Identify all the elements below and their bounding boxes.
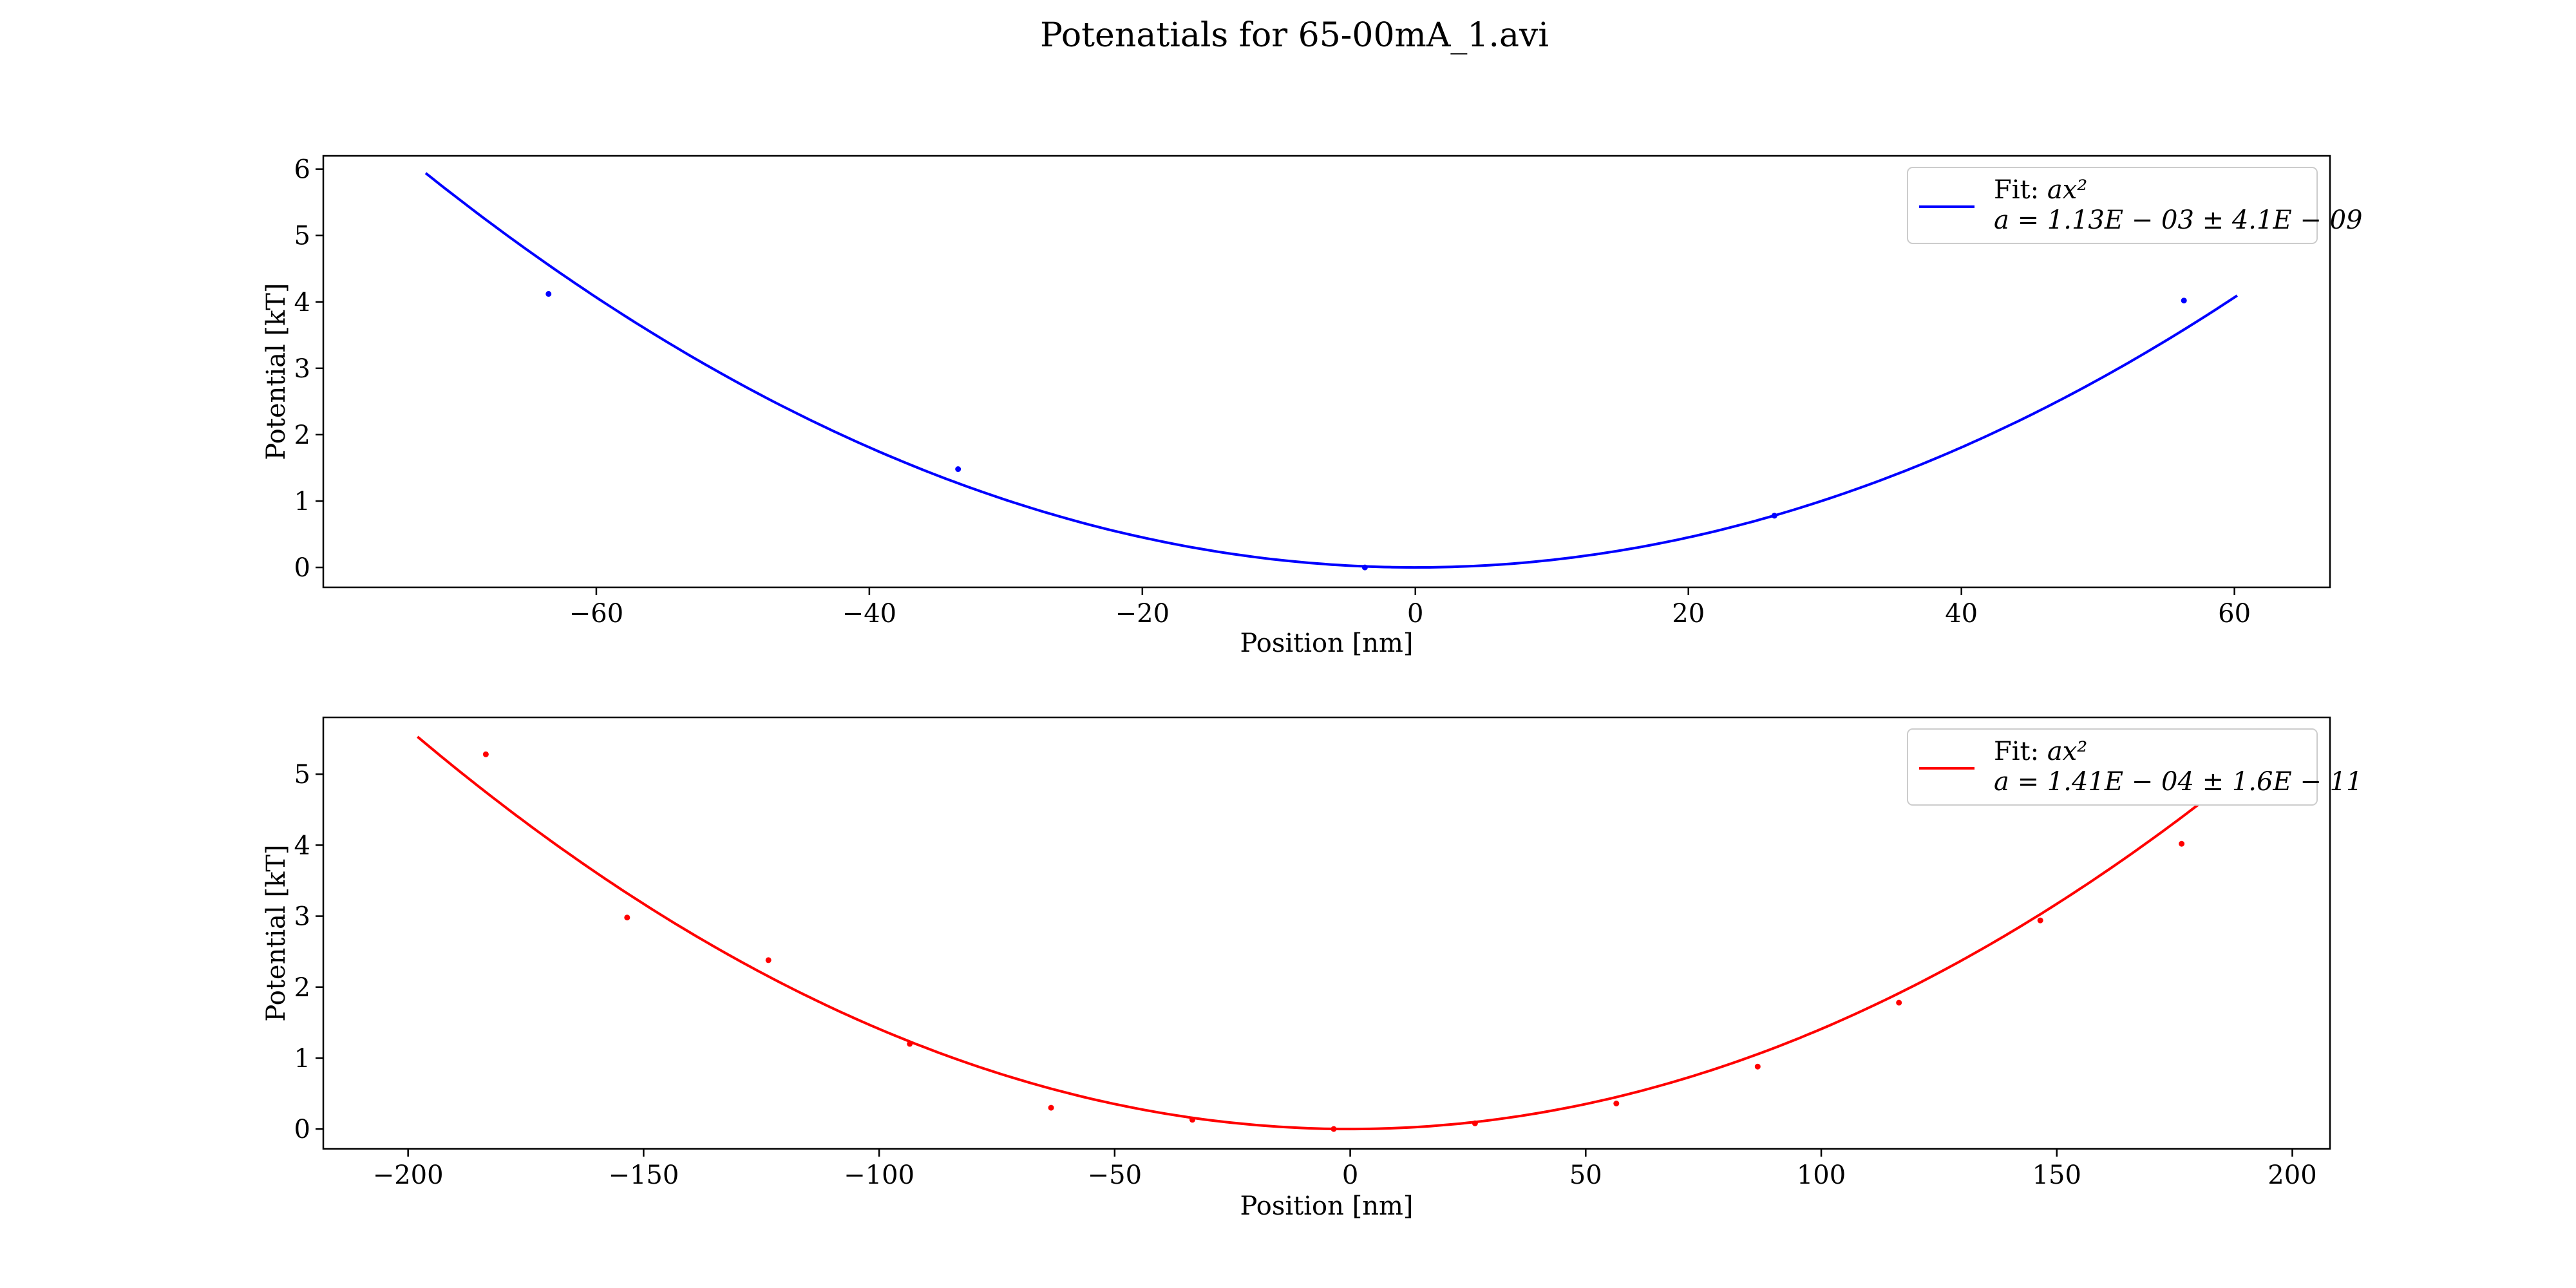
top-data-point (955, 466, 961, 472)
top-fit-curve (424, 172, 2238, 569)
bottom-data-point (1754, 1063, 1761, 1070)
top-legend-line1: Fit: ax² (1994, 175, 2087, 205)
top-data-point (1361, 564, 1368, 571)
bottom-y-tick-label: 0 (294, 1115, 310, 1144)
figure-title: Potenatials for 65-00mA_1.avi (1040, 16, 1549, 55)
bottom-y-axis-label: Potential [kT] (261, 844, 291, 1021)
top-y-tick-label: 2 (294, 421, 310, 450)
top-y-tick-label: 3 (294, 354, 310, 384)
bottom-data-point (482, 751, 489, 757)
bottom-marks (417, 735, 2232, 1132)
bottom-x-tick-label: −150 (608, 1160, 679, 1190)
top-legend-line2: a = 1.13E − 03 ± 4.1E − 09 (1994, 205, 2363, 235)
bottom-x-tick-label: 100 (1797, 1160, 1846, 1190)
bottom-x-tick-label: −200 (373, 1160, 444, 1190)
bottom-y-tick-label: 3 (294, 902, 310, 932)
top-legend-model: ax² (2047, 175, 2087, 205)
top-x-tick-label: 0 (1407, 599, 1423, 629)
bottom-data-point (1613, 1101, 1620, 1106)
bottom-legend-prefix: Fit: (1994, 737, 2047, 766)
top-y-axis-label: Potential [kT] (261, 283, 291, 460)
bottom-data-point (1331, 1126, 1337, 1132)
bottom-data-point (1048, 1104, 1054, 1111)
bottom-x-tick-label: −100 (844, 1160, 914, 1190)
bottom-data-point (624, 914, 630, 921)
bottom-ticks: −200 −150 −100 −50 0 50 100 150 200 0 1 2 3 4 5 (294, 760, 2317, 1190)
bottom-legend: Fit: ax² a = 1.41E − 04 ± 1.6E − 11 (1907, 728, 2363, 806)
top-subplot: −60 −40 −20 0 20 40 60 0 1 2 3 4 5 6 Position [nm] Po… (261, 155, 2363, 658)
bottom-y-tick-label: 2 (294, 973, 310, 1003)
bottom-y-tick-label: 5 (294, 760, 310, 790)
bottom-fit-curve (417, 735, 2232, 1131)
top-x-tick-label: 60 (2218, 599, 2251, 629)
bottom-data-point (2179, 840, 2185, 847)
top-y-tick-label: 0 (294, 553, 310, 583)
top-y-tick-label: 1 (294, 487, 310, 516)
bottom-y-tick-label: 1 (294, 1044, 310, 1074)
bottom-x-tick-label: 50 (1569, 1160, 1602, 1190)
bottom-data-point (1472, 1120, 1478, 1126)
bottom-legend-model: ax² (2047, 737, 2087, 766)
top-legend-prefix: Fit: (1994, 175, 2047, 205)
bottom-data-point (907, 1041, 913, 1047)
top-x-tick-label: 40 (1945, 599, 1978, 629)
top-x-tick-label: −60 (569, 599, 623, 629)
bottom-data-point (1189, 1117, 1195, 1123)
bottom-axes-frame (322, 716, 2331, 1150)
top-axes-frame (322, 155, 2331, 589)
bottom-x-tick-label: −50 (1088, 1160, 1142, 1190)
top-marks (424, 172, 2238, 571)
bottom-x-tick-label: 200 (2268, 1160, 2316, 1190)
bottom-legend-line1: Fit: ax² (1994, 737, 2087, 766)
bottom-legend-box (1907, 728, 2318, 806)
bottom-legend-line2: a = 1.41E − 04 ± 1.6E − 11 (1994, 767, 2363, 797)
bottom-x-axis-label: Position [nm] (1240, 1191, 1413, 1221)
top-data-point (2181, 298, 2187, 304)
bottom-x-tick-label: 0 (1342, 1160, 1358, 1190)
bottom-data-point (1896, 999, 1902, 1006)
bottom-subplot: −200 −150 −100 −50 0 50 100 150 200 0 1 2 3 4 5 Positi… (261, 716, 2363, 1221)
bottom-data-point (2037, 917, 2043, 923)
bottom-data-point (765, 957, 772, 963)
top-y-tick-label: 5 (294, 222, 310, 251)
bottom-y-tick-label: 4 (294, 831, 310, 860)
top-ticks: −60 −40 −20 0 20 40 60 0 1 2 3 4 5 6 (294, 155, 2251, 629)
top-data-point (545, 290, 552, 297)
top-y-tick-label: 4 (294, 288, 310, 317)
bottom-x-tick-label: 150 (2032, 1160, 2081, 1190)
top-legend-box (1907, 167, 2318, 244)
top-data-point (1771, 513, 1777, 519)
top-y-tick-label: 6 (294, 155, 310, 185)
top-legend: Fit: ax² a = 1.13E − 03 ± 4.1E − 09 (1907, 167, 2363, 244)
top-x-tick-label: −40 (842, 599, 896, 629)
top-x-tick-label: 20 (1672, 599, 1705, 629)
top-x-tick-label: −20 (1115, 599, 1170, 629)
top-x-axis-label: Position [nm] (1240, 629, 1413, 658)
